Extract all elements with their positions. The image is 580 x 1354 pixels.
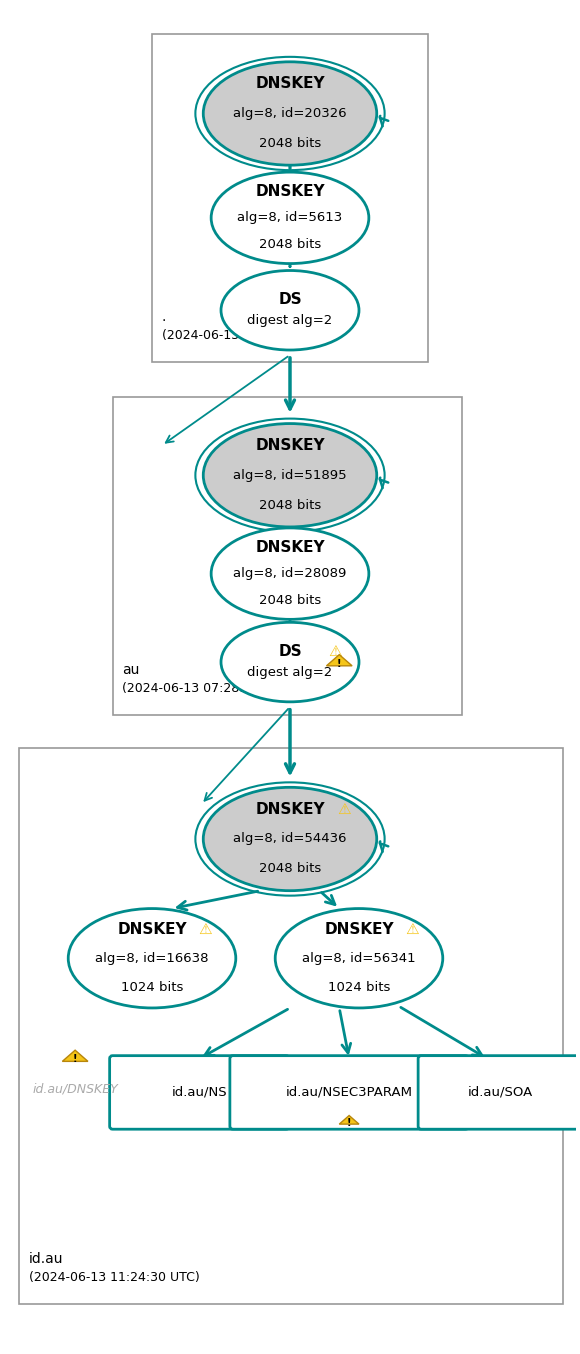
Text: DNSKEY: DNSKEY [255,76,325,91]
Text: DNSKEY: DNSKEY [255,802,325,816]
Text: alg=8, id=56341: alg=8, id=56341 [302,952,416,965]
Bar [113,397,462,715]
Ellipse shape [203,62,377,165]
Text: DNSKEY: DNSKEY [324,922,394,937]
Text: DS: DS [278,645,302,659]
Polygon shape [339,1116,359,1124]
Text: .: . [162,310,166,324]
Bar [19,747,563,1304]
Ellipse shape [211,528,369,619]
Ellipse shape [276,909,443,1007]
Polygon shape [62,1051,88,1062]
Text: 2048 bits: 2048 bits [259,238,321,250]
Text: ⚠: ⚠ [198,922,212,937]
Text: id.au/SOA: id.au/SOA [467,1086,532,1099]
Text: alg=8, id=20326: alg=8, id=20326 [233,107,347,121]
Text: !: ! [347,1117,351,1128]
Text: 1024 bits: 1024 bits [328,980,390,994]
Text: DNSKEY: DNSKEY [255,540,325,555]
Text: DNSKEY: DNSKEY [255,184,325,199]
Text: ⚠: ⚠ [405,922,419,937]
FancyBboxPatch shape [230,1056,469,1129]
Text: 2048 bits: 2048 bits [259,593,321,607]
Ellipse shape [203,424,377,527]
Ellipse shape [221,271,359,351]
Text: ⚠: ⚠ [338,802,351,816]
Text: id.au: id.au [29,1252,63,1266]
Text: 2048 bits: 2048 bits [259,862,321,876]
Ellipse shape [68,909,236,1007]
Text: alg=8, id=16638: alg=8, id=16638 [95,952,209,965]
Text: !: ! [337,659,342,669]
Bar [152,34,428,362]
Text: (2024-06-13 07:28:41 UTC): (2024-06-13 07:28:41 UTC) [122,682,293,695]
Text: id.au/NS: id.au/NS [172,1086,227,1099]
Text: DNSKEY: DNSKEY [255,437,325,452]
Text: id.au/NSEC3PARAM: id.au/NSEC3PARAM [285,1086,412,1099]
Text: (2024-06-13 04:07:35 UTC): (2024-06-13 04:07:35 UTC) [162,329,333,343]
Polygon shape [327,654,352,666]
Text: ⚠: ⚠ [328,645,342,659]
Text: DNSKEY: DNSKEY [117,922,187,937]
Text: alg=8, id=54436: alg=8, id=54436 [233,833,347,845]
Text: 1024 bits: 1024 bits [121,980,183,994]
Text: alg=8, id=5613: alg=8, id=5613 [237,211,343,225]
Text: 2048 bits: 2048 bits [259,137,321,150]
Text: (2024-06-13 11:24:30 UTC): (2024-06-13 11:24:30 UTC) [29,1271,200,1284]
Ellipse shape [221,623,359,701]
Ellipse shape [211,172,369,264]
FancyBboxPatch shape [110,1056,289,1129]
Text: DS: DS [278,292,302,307]
Text: alg=8, id=51895: alg=8, id=51895 [233,468,347,482]
Text: 2048 bits: 2048 bits [259,498,321,512]
Text: id.au/DNSKEY: id.au/DNSKEY [32,1083,118,1095]
Ellipse shape [203,787,377,891]
Text: digest alg=2: digest alg=2 [248,666,332,678]
Text: au: au [122,663,140,677]
FancyBboxPatch shape [418,1056,580,1129]
Text: alg=8, id=28089: alg=8, id=28089 [233,567,347,580]
Text: digest alg=2: digest alg=2 [248,314,332,328]
Text: !: ! [73,1055,77,1064]
